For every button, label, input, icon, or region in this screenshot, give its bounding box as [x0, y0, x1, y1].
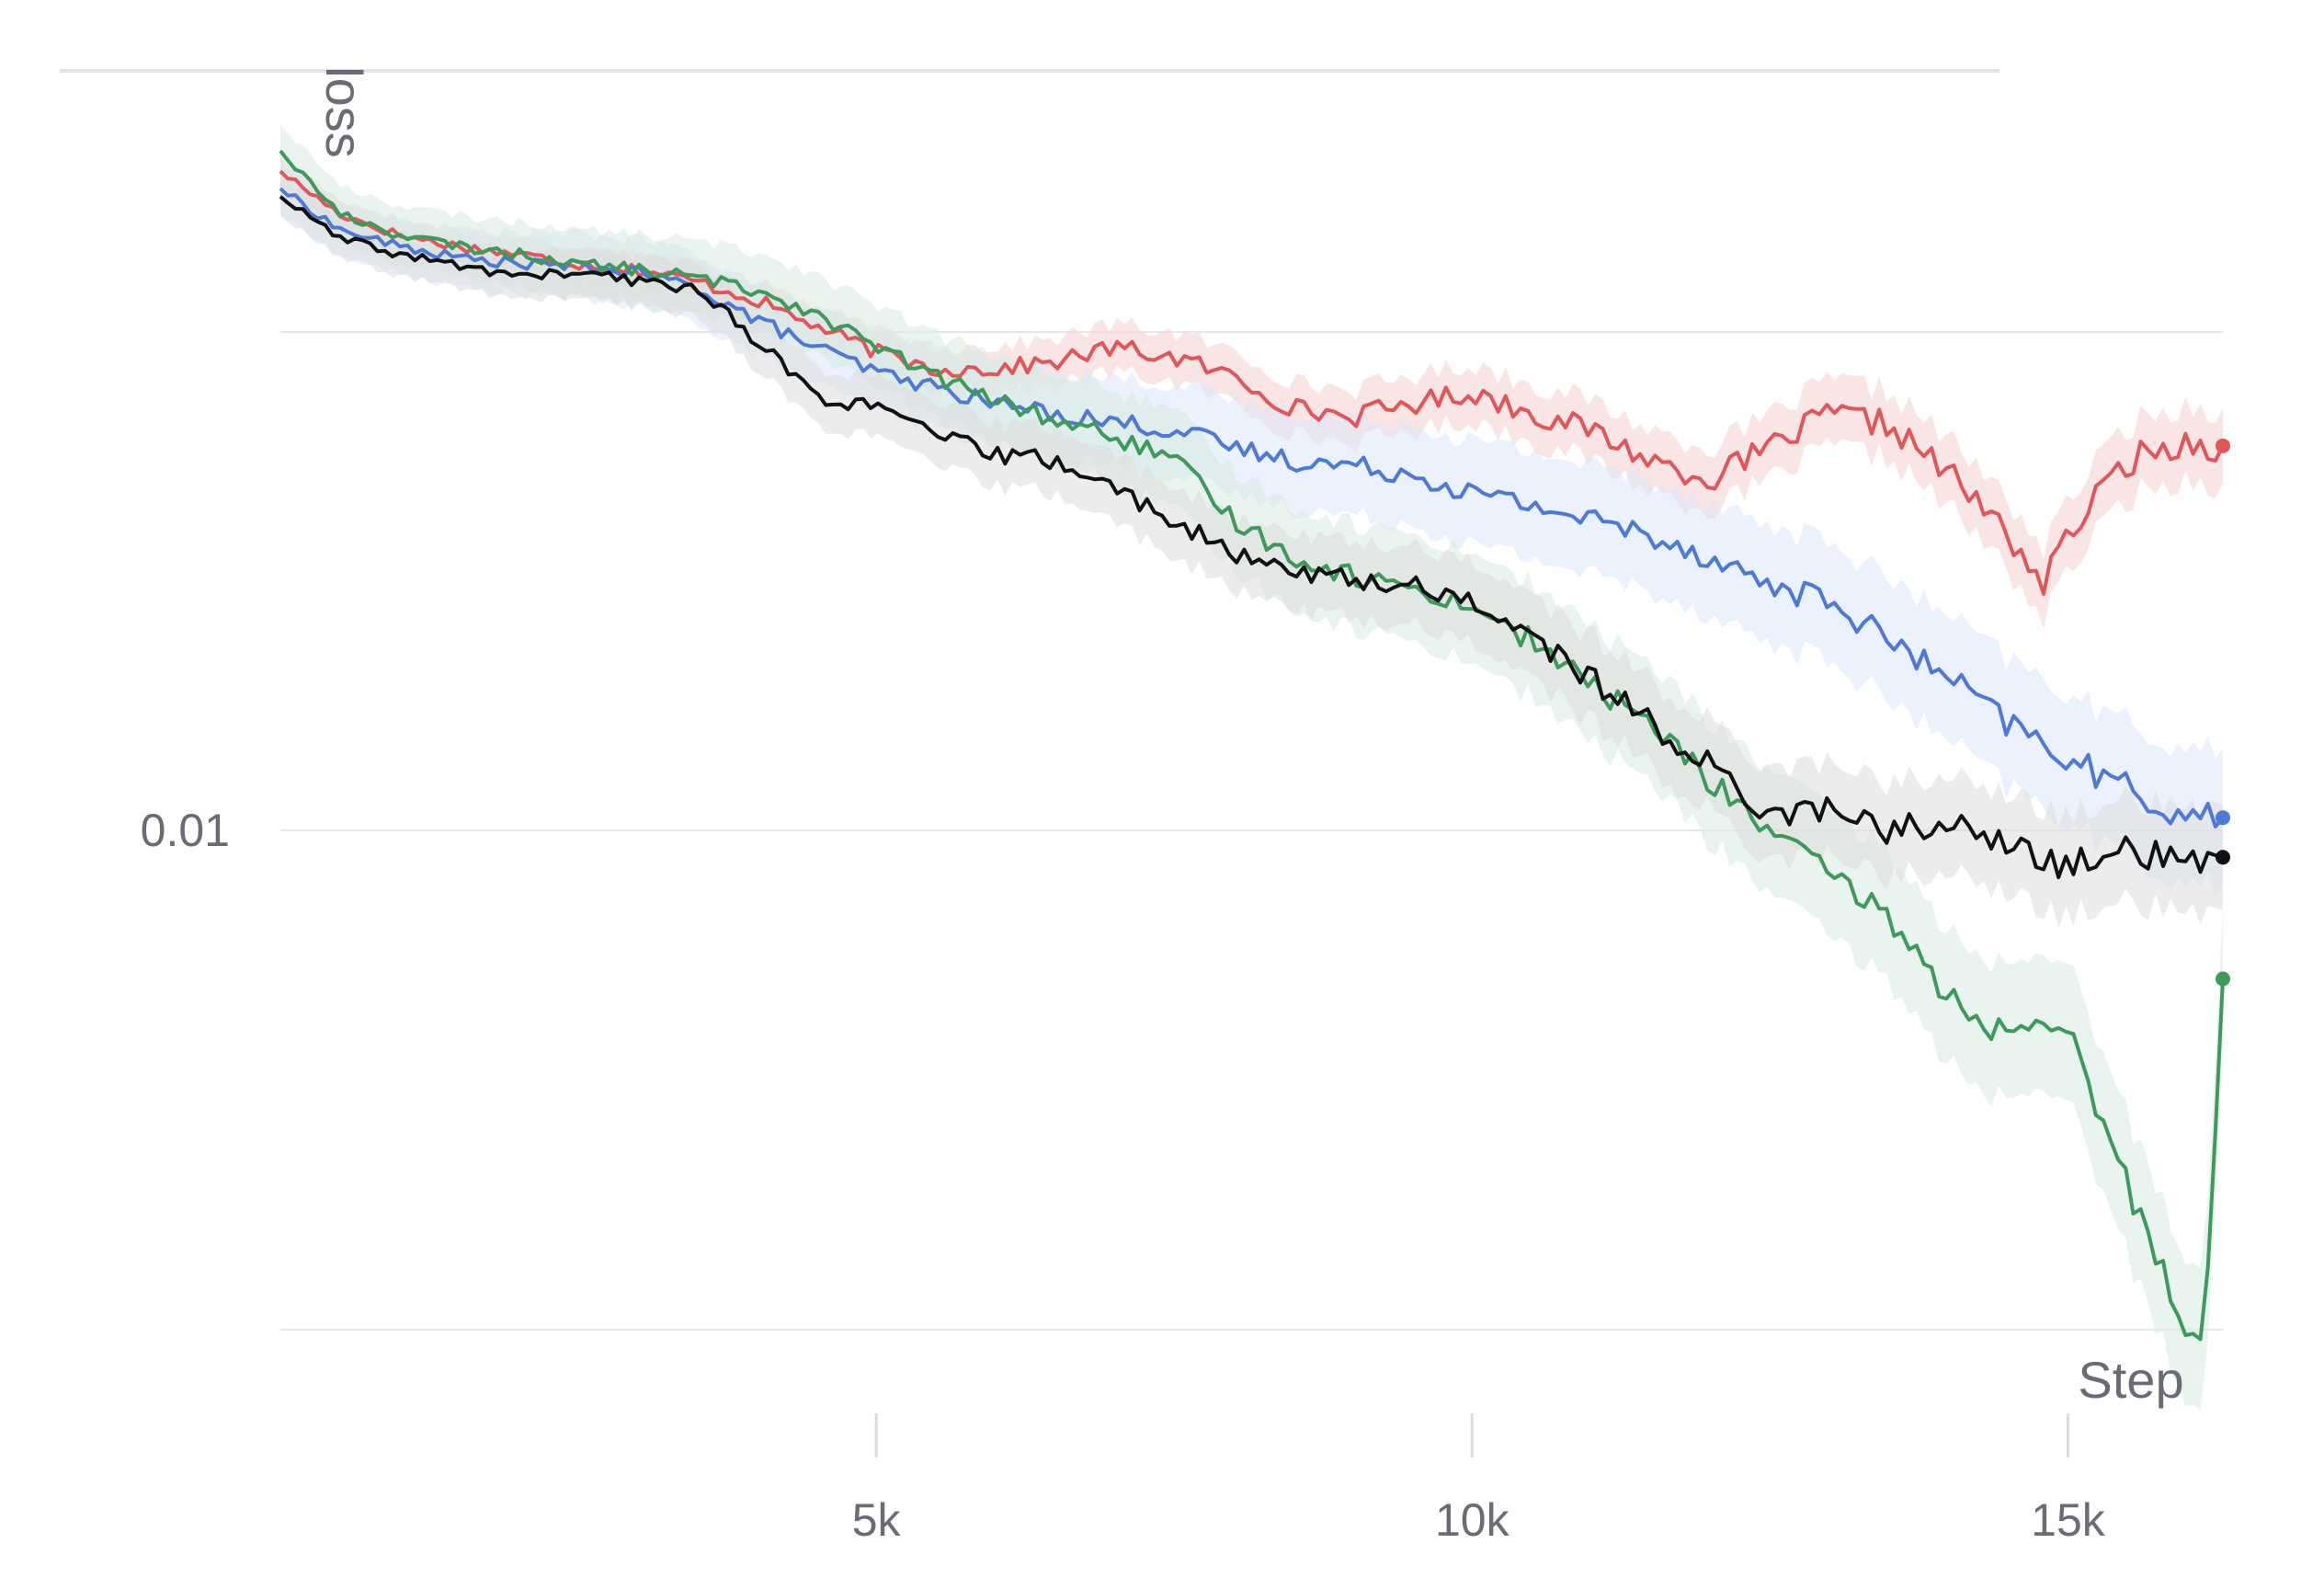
series-endpoint-2 [2216, 810, 2230, 826]
series-endpoint-1 [2216, 438, 2230, 453]
x-tick-label: 5k [852, 1494, 902, 1546]
series-endpoint-3 [2216, 971, 2230, 987]
endpoint-layer [2216, 438, 2230, 987]
series-endpoint-4 [2216, 850, 2230, 865]
y-tick-label: 0.01 [141, 805, 230, 856]
x-tick-label: 15k [2031, 1494, 2106, 1546]
x-tick-label: 10k [1435, 1494, 1510, 1546]
y-axis: 0.01 [141, 805, 230, 856]
grid-layer [60, 69, 2223, 1331]
series-line-4 [279, 195, 2224, 880]
series-band-3 [280, 124, 2223, 1411]
y-axis-label: loss [315, 66, 373, 158]
line-layer [279, 149, 2225, 1342]
x-axis-label: Step [2078, 1351, 2183, 1409]
series-band-4 [280, 177, 2223, 928]
band-layer [280, 124, 2223, 1411]
x-axis: 5k 10k 15k [852, 1413, 2106, 1546]
series-line-3 [279, 149, 2225, 1342]
